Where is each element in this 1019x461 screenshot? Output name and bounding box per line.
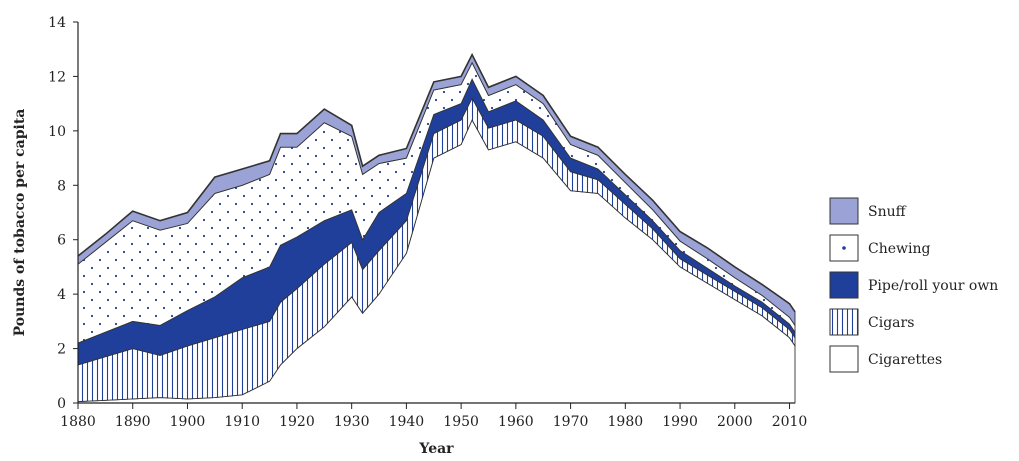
legend-item-cigarettes: Cigarettes (829, 345, 942, 373)
legend-label: Chewing (868, 241, 930, 257)
x-tick-label: 1930 (334, 414, 370, 430)
stacked-areas (77, 52, 796, 404)
legend-swatch (829, 197, 859, 225)
y-tick-label: 0 (57, 396, 66, 412)
legend-label: Cigars (868, 315, 914, 331)
x-tick-label: 1960 (498, 414, 534, 430)
x-tick-label: 1980 (608, 414, 644, 430)
y-tick-label: 2 (57, 342, 66, 358)
x-tick-label: 1940 (389, 414, 425, 430)
legend-item-snuff: Snuff (829, 197, 907, 225)
legend-swatch (829, 308, 859, 336)
x-tick-label: 1950 (443, 414, 479, 430)
x-tick-label: 2010 (772, 414, 808, 430)
legend-item-cigars: Cigars (829, 308, 914, 336)
y-tick-label: 12 (48, 69, 66, 85)
y-tick-label: 6 (57, 233, 66, 249)
legend-label: Cigarettes (868, 352, 942, 368)
y-tick-label: 10 (48, 124, 66, 140)
x-tick-label: 1880 (60, 414, 96, 430)
y-tick-label: 8 (57, 178, 66, 194)
x-tick-label: 1990 (662, 414, 698, 430)
legend-item-pipe-roll-your-own: Pipe/roll your own (829, 271, 998, 299)
legend-dot (842, 246, 846, 250)
x-tick-label: 1890 (115, 414, 151, 430)
y-tick-label: 14 (48, 15, 66, 31)
x-axis-title: Year (418, 441, 454, 457)
total-outline (77, 52, 796, 313)
x-tick-label: 1920 (279, 414, 315, 430)
y-tick-label: 4 (57, 287, 66, 303)
legend-swatch (829, 345, 859, 373)
x-tick-label: 1910 (224, 414, 260, 430)
legend-swatch (829, 271, 859, 299)
x-tick-label: 2000 (717, 414, 753, 430)
axes: 0 2 4 6 8 10 12 14 1880 1890 1900 1910 1920 1930 1940 1… (12, 15, 807, 457)
legend-item-chewing: Chewing (829, 234, 930, 262)
x-tick-label: 1900 (170, 414, 206, 430)
x-tick-label: 1970 (553, 414, 589, 430)
y-axis-title: Pounds of tobacco per capita (12, 109, 28, 337)
legend-label: Snuff (868, 204, 907, 220)
legend-label: Pipe/roll your own (868, 278, 998, 294)
legend: Snuff Chewing Pipe/roll your own Cigars Ciga… (829, 197, 998, 373)
